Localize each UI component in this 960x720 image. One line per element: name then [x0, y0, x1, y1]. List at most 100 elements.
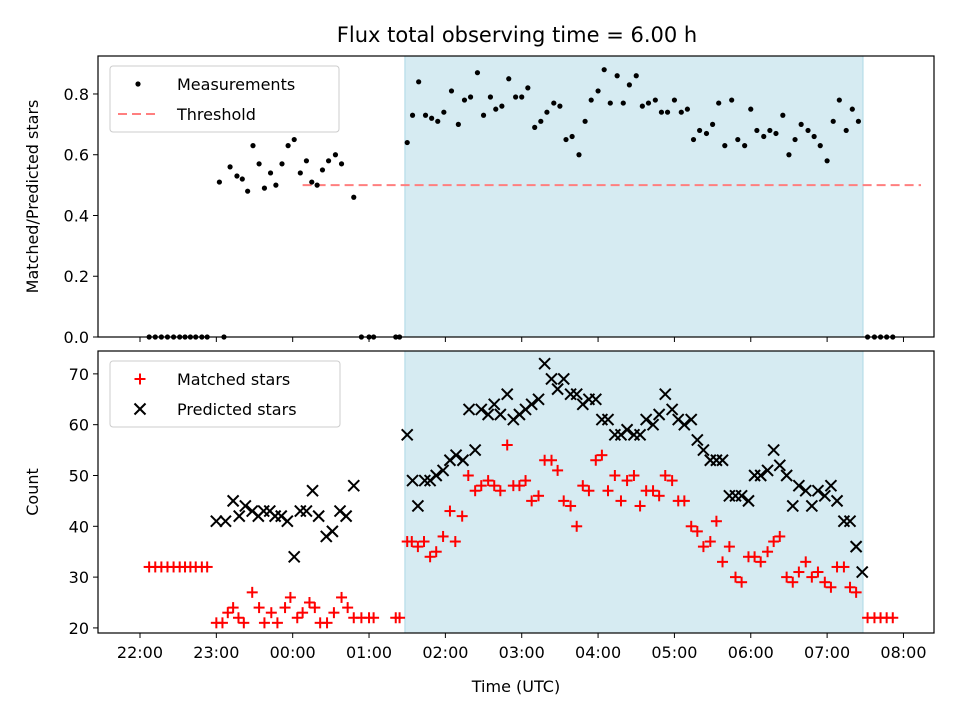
predicted-stars-point [281, 515, 294, 528]
predicted-stars-point [226, 494, 240, 508]
legend-predicted-marker [133, 402, 147, 416]
predicted-stars-point [288, 550, 301, 563]
matched-stars-series [143, 439, 899, 629]
matched-stars-point [412, 541, 424, 553]
matched-stars-point [336, 591, 348, 603]
measurements-point [742, 143, 748, 149]
predicted-stars-point [767, 443, 780, 457]
measurements-point [256, 161, 262, 167]
matched-stars-point [462, 469, 474, 481]
measurements-point [792, 136, 798, 143]
xtick-label: 07:00 [804, 643, 850, 662]
measurements-point [285, 143, 291, 149]
predicted-stars-point [219, 515, 232, 528]
matched-stars-point [253, 602, 265, 614]
xlabel: Time (UTC) [471, 677, 560, 696]
measurements-point [843, 127, 849, 134]
measurements-point [652, 97, 658, 103]
xtick-label: 23:00 [193, 643, 239, 662]
predicted-stars-point [601, 413, 615, 426]
matched-stars-point [342, 602, 354, 614]
measurements-point [338, 161, 345, 167]
measurements-point [735, 136, 741, 143]
predicted-stars-point [475, 403, 488, 416]
measurements-point [748, 106, 754, 112]
predicted-stars-point [494, 408, 507, 421]
count-axes-frame [97, 350, 935, 634]
matched-stars-point [628, 469, 640, 481]
matched-stars-point [621, 475, 633, 487]
measurements-point [671, 97, 678, 103]
matched-stars-point [558, 495, 570, 507]
measurements-point [576, 152, 582, 158]
matched-stars-point [394, 612, 406, 624]
predicted-stars-point [525, 398, 538, 411]
count-ytick-label: 60 [69, 416, 89, 435]
predicted-stars-point [633, 428, 647, 442]
matched-stars-point [406, 536, 418, 548]
predicted-stars-point [849, 540, 863, 553]
matched-stars-point [615, 495, 627, 507]
matched-stars-point [265, 607, 277, 619]
measurements-point [551, 100, 557, 106]
matched-stars-point [456, 510, 468, 522]
measurements-point [773, 130, 779, 137]
matched-stars-point [546, 454, 558, 466]
matched-stars-point [729, 571, 741, 583]
xtick-label: 00:00 [270, 643, 316, 662]
count-legend [109, 360, 341, 428]
predicted-stars-point [697, 443, 710, 457]
predicted-stars-point [856, 565, 869, 579]
measurements-point [245, 188, 251, 194]
matched-stars-point [697, 541, 709, 553]
measurements-point [309, 179, 315, 185]
predicted-stars-point [406, 474, 419, 487]
measurements-point [614, 73, 620, 79]
matched-stars-point [533, 490, 545, 502]
count-ytick-label: 30 [69, 568, 89, 587]
chart-title: Flux total observing time = 6.00 h [337, 23, 697, 47]
predicted-stars-point [830, 494, 844, 508]
measurements-point [811, 133, 817, 140]
matched-stars-point [227, 602, 239, 614]
measurements-point [314, 182, 320, 188]
matched-stars-point [691, 525, 703, 537]
matched-stars-point [328, 607, 340, 619]
measurements-point [664, 109, 671, 115]
predicted-stars-point [589, 393, 602, 406]
matched-stars-point [238, 617, 250, 629]
matched-stars-point [577, 480, 589, 492]
predicted-stars-point [400, 428, 414, 442]
measurements-point [658, 109, 665, 115]
measurements-point [690, 136, 697, 143]
predicted-stars-point [411, 499, 425, 513]
predicted-stars-point [449, 448, 463, 462]
measurements-point [849, 106, 855, 112]
measurements-point [493, 106, 499, 112]
measurements-point [435, 118, 441, 124]
ratio-ytick-label: 0.2 [64, 267, 89, 286]
matched-stars-point [309, 602, 321, 614]
measurements-point [754, 127, 760, 134]
predicted-stars-point [646, 418, 660, 431]
predicted-stars-point [326, 525, 339, 538]
predicted-stars-point [665, 403, 679, 416]
matched-stars-point [297, 607, 309, 619]
matched-stars-point [321, 617, 333, 629]
measurements-point [678, 109, 684, 115]
measurements-point [448, 88, 455, 94]
matched-stars-point [717, 556, 729, 568]
measurements-point [234, 173, 240, 179]
matched-stars-point [781, 571, 793, 583]
matched-stars-point [787, 576, 799, 588]
predicted-stars-point [551, 382, 564, 396]
measurements-point [824, 158, 830, 164]
measurements-point [780, 112, 786, 118]
measurements-point [332, 152, 339, 158]
xtick-label: 08:00 [880, 643, 926, 662]
matched-stars-point [449, 536, 461, 548]
matched-stars-point [258, 617, 270, 629]
count-ytick-label: 20 [69, 619, 89, 638]
predicted-stars-point [620, 423, 634, 436]
measurements-point [351, 194, 357, 200]
